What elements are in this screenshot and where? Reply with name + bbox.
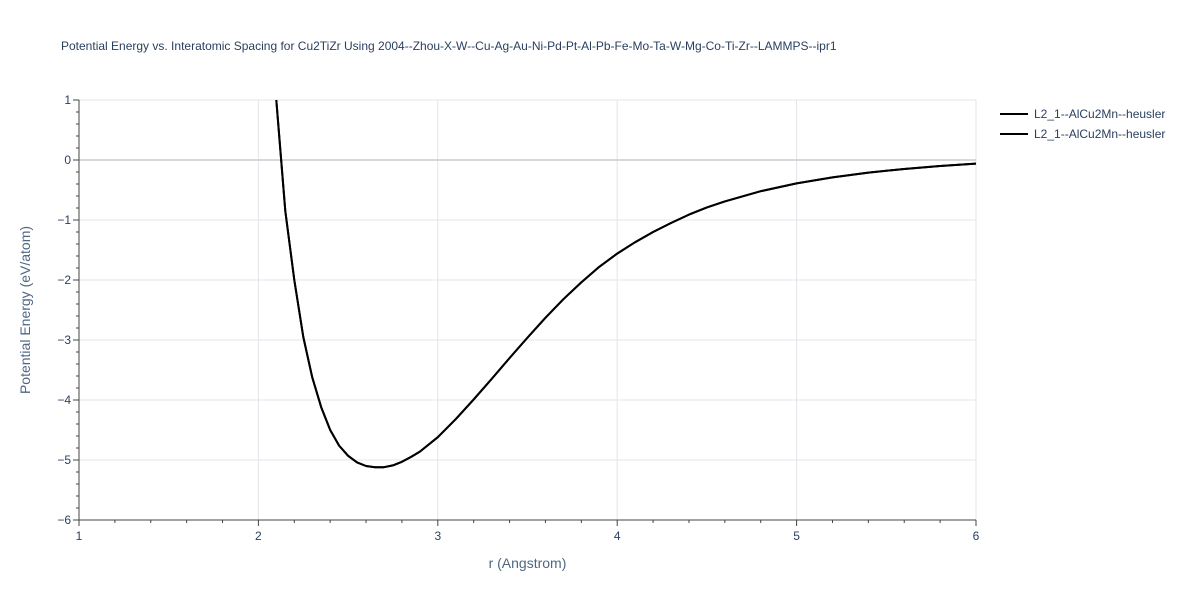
x-tick-label: 2: [255, 529, 262, 543]
y-tick-label: −1: [57, 213, 71, 227]
y-tick-label: −2: [57, 273, 71, 287]
y-tick-label: −6: [57, 513, 71, 527]
series-line: [275, 100, 976, 469]
y-axis-title: Potential Energy (eV/atom): [17, 226, 33, 394]
x-tick-label: 6: [973, 529, 980, 543]
axes: 1 2 3 4 5 6 1 0 −1 −2 −3 −4 −5 −6: [57, 93, 979, 543]
legend-label: L2_1--AlCu2Mn--heusler: [1034, 127, 1165, 141]
y-tick-label: −4: [57, 393, 71, 407]
x-tick-label: 1: [76, 529, 83, 543]
y-tick-label: −3: [57, 333, 71, 347]
x-axis-title: r (Angstrom): [489, 555, 567, 571]
y-tick-label: 1: [64, 93, 71, 107]
grid: [79, 99, 977, 520]
chart-title: Potential Energy vs. Interatomic Spacing…: [61, 39, 837, 53]
legend: L2_1--AlCu2Mn--heusler L2_1--AlCu2Mn--heu…: [1000, 107, 1165, 141]
series-layer: [275, 100, 976, 469]
x-tick-label: 5: [793, 529, 800, 543]
x-tick-label: 3: [434, 529, 441, 543]
series-line: [275, 100, 976, 469]
y-tick-label: −5: [57, 453, 71, 467]
legend-label: L2_1--AlCu2Mn--heusler: [1034, 107, 1165, 121]
y-tick-label: 0: [64, 153, 71, 167]
x-tick-label: 4: [614, 529, 621, 543]
